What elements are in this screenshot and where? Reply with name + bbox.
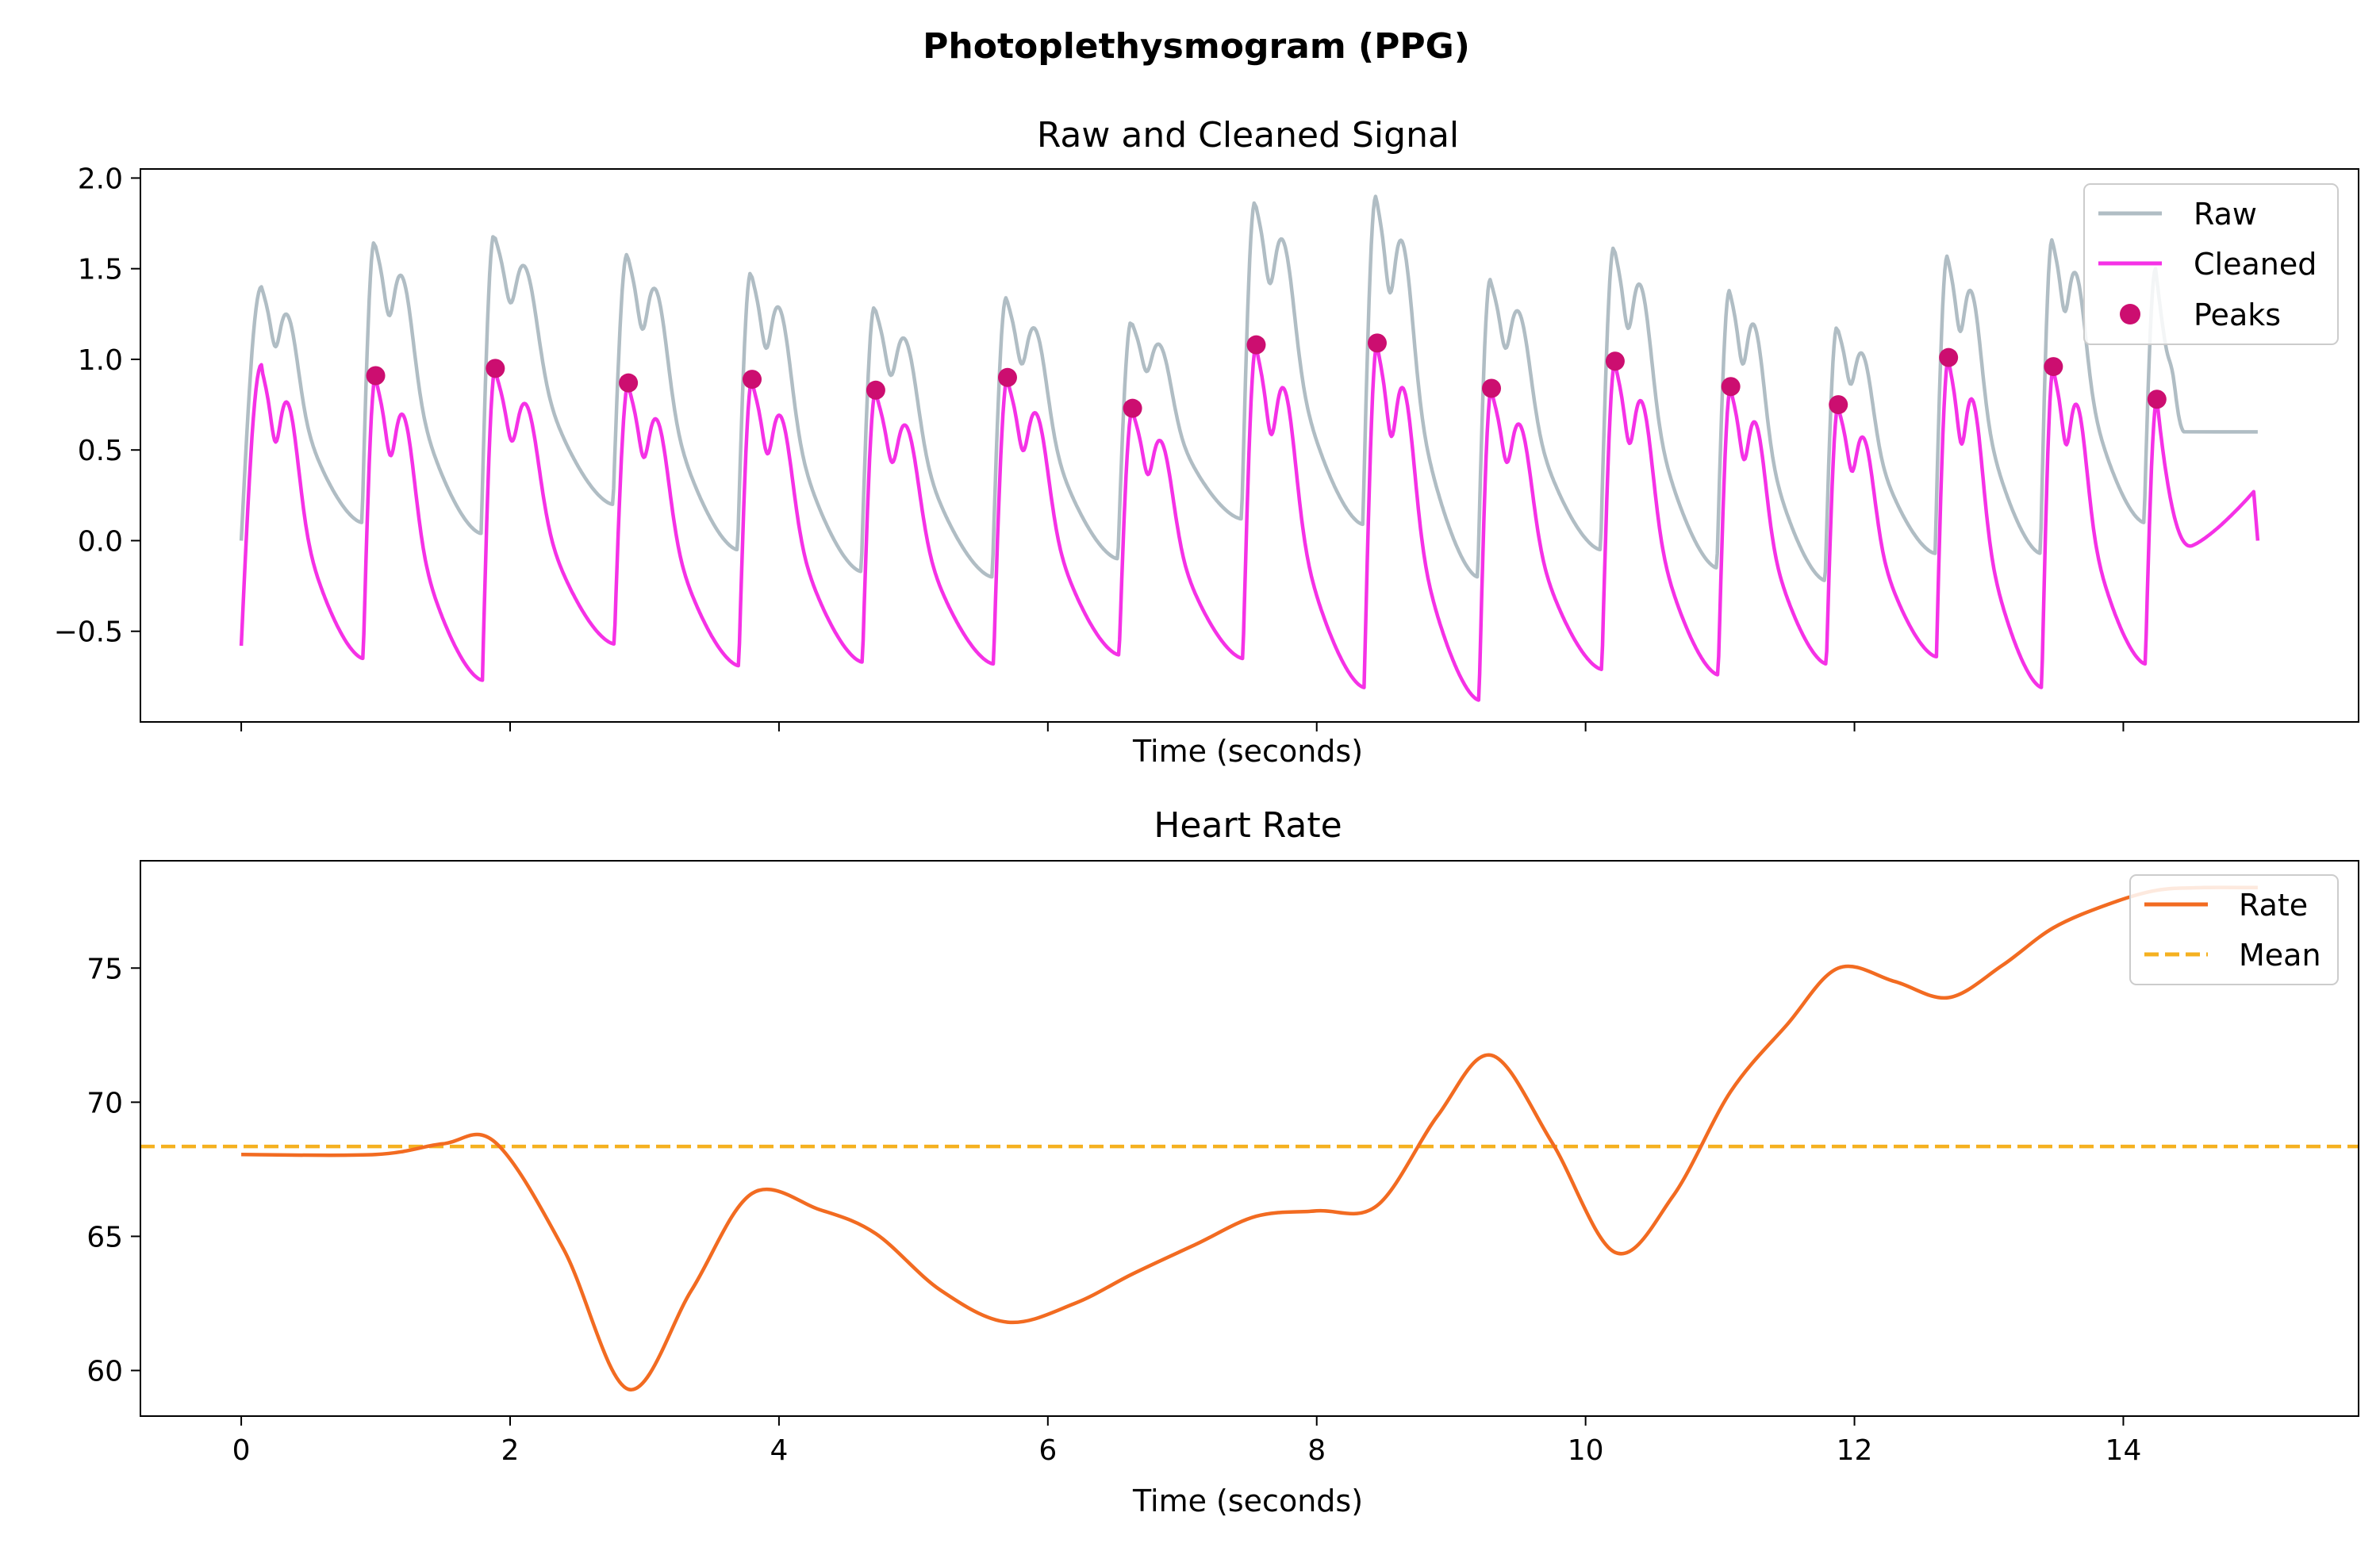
legend-raw-label: Raw <box>2194 197 2257 232</box>
signal-plot-area <box>239 194 2260 702</box>
figure-title: Photoplethysmogram (PPG) <box>923 26 1470 67</box>
peak-marker <box>1123 398 1142 418</box>
heart-rate-xtick-label: 0 <box>232 1434 251 1467</box>
signal-frame <box>140 168 2359 723</box>
heart-rate-xtick-label: 2 <box>501 1434 520 1467</box>
signal-ytick-label: 0.5 <box>78 435 123 467</box>
signal-panel-xlabel: Time (seconds) <box>1132 734 1363 769</box>
cleaned-signal-line <box>239 341 2260 702</box>
heart-rate-xtick-label: 6 <box>1038 1434 1057 1467</box>
legend-rate-label: Rate <box>2239 888 2308 923</box>
heart-rate-ytick-label: 75 <box>86 953 123 985</box>
signal-legend: Raw Cleaned Peaks <box>2083 183 2339 345</box>
peak-marker <box>866 380 885 400</box>
heart-rate-ytick-label: 60 <box>86 1356 123 1388</box>
heart-rate-plot-area <box>140 885 2359 1392</box>
heart-rate-xtick-label: 8 <box>1307 1434 1326 1467</box>
heart-rate-panel: Heart Rate Time (seconds) 0 2 4 6 8 10 12 14 60 6… <box>86 805 2359 1518</box>
heart-rate-xtick-label: 10 <box>1568 1434 1604 1467</box>
heart-rate-panel-title: Heart Rate <box>1154 805 1342 846</box>
signal-ytick-label: 0.0 <box>78 525 123 558</box>
legend-peaks-swatch <box>2120 304 2140 324</box>
peak-marker <box>2147 390 2167 409</box>
heart-rate-legend: Rate Mean <box>2129 874 2339 985</box>
heart-rate-ytick-label: 65 <box>86 1221 123 1253</box>
peak-marker <box>997 367 1017 387</box>
signal-axes: −0.5 0.0 0.5 1.0 1.5 2.0 <box>54 163 2359 731</box>
signal-ytick-label: 1.0 <box>78 344 123 377</box>
heart-rate-ytick-label: 70 <box>86 1087 123 1119</box>
heart-rate-xtick-label: 14 <box>2106 1434 2142 1467</box>
peak-marker <box>743 370 762 390</box>
legend-mean-label: Mean <box>2239 938 2321 973</box>
heart-rate-frame <box>140 860 2359 1417</box>
legend-peaks-label: Peaks <box>2194 298 2281 332</box>
peak-marker <box>1482 378 1502 398</box>
raw-signal-line <box>239 194 2258 582</box>
peak-marker <box>1829 395 1848 415</box>
heart-rate-xtick-label: 12 <box>1837 1434 1873 1467</box>
peak-marker <box>1721 377 1741 397</box>
peak-marker <box>1246 335 1266 355</box>
heart-rate-xtick-label: 4 <box>770 1434 788 1467</box>
peak-marker <box>1939 347 1959 367</box>
peak-marker <box>1367 333 1387 353</box>
peak-marker <box>486 359 505 378</box>
heart-rate-panel-xlabel: Time (seconds) <box>1132 1484 1363 1518</box>
signal-panel: Raw and Cleaned Signal Time (seconds) −0… <box>54 115 2359 769</box>
heart-rate-axes: 0 2 4 6 8 10 12 14 60 65 70 75 <box>86 860 2359 1467</box>
peak-marker <box>1605 351 1625 371</box>
signal-ytick-label: 2.0 <box>78 163 123 195</box>
legend-cleaned-label: Cleaned <box>2194 247 2317 282</box>
signal-legend-box <box>2083 183 2339 345</box>
signal-ytick-label: 1.5 <box>78 254 123 286</box>
signal-panel-title: Raw and Cleaned Signal <box>1037 115 1459 155</box>
peak-marker <box>2044 357 2063 377</box>
peak-marker <box>366 366 386 386</box>
peak-marker <box>619 373 639 393</box>
signal-ytick-label: −0.5 <box>54 616 123 649</box>
rate-line <box>241 885 2258 1392</box>
